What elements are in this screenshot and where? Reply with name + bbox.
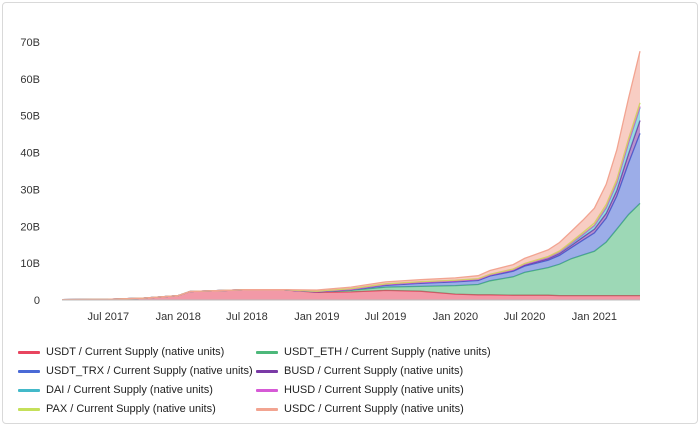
legend-item[interactable]: PAX / Current Supply (native units) (18, 400, 256, 418)
y-tick-label: 70B (20, 37, 40, 49)
legend-swatch (256, 388, 278, 392)
legend-label: DAI / Current Supply (native units) (46, 384, 213, 396)
legend-label: USDT_TRX / Current Supply (native units) (46, 365, 253, 377)
legend-swatch (18, 350, 40, 354)
legend-item[interactable]: USDT_TRX / Current Supply (native units) (18, 362, 256, 380)
legend-label: HUSD / Current Supply (native units) (284, 384, 464, 396)
legend-swatch (18, 407, 40, 411)
x-tick-label: Jul 2017 (88, 311, 130, 323)
legend-item[interactable]: BUSD / Current Supply (native units) (256, 362, 496, 380)
legend-item[interactable]: HUSD / Current Supply (native units) (256, 381, 496, 399)
x-tick-label: Jan 2018 (156, 311, 201, 323)
legend-label: BUSD / Current Supply (native units) (284, 365, 464, 377)
legend-label: USDC / Current Supply (native units) (284, 403, 464, 415)
legend-label: USDT_ETH / Current Supply (native units) (284, 346, 491, 358)
legend-item[interactable]: USDC / Current Supply (native units) (256, 400, 496, 418)
x-tick-label: Jul 2019 (365, 311, 407, 323)
y-tick-label: 50B (20, 111, 40, 123)
area-1 (62, 203, 640, 300)
y-tick-label: 10B (20, 258, 40, 270)
legend-swatch (18, 369, 40, 373)
y-tick-label: 60B (20, 74, 40, 86)
x-tick-label: Jan 2021 (572, 311, 617, 323)
area-0 (62, 289, 640, 300)
legend-item[interactable]: USDT_ETH / Current Supply (native units) (256, 343, 496, 361)
legend-label: PAX / Current Supply (native units) (46, 403, 216, 415)
y-axis: 0 10B 20B 30B 40B 50B 60B 70B (20, 37, 40, 307)
y-tick-label: 20B (20, 221, 40, 233)
x-tick-label: Jan 2020 (433, 311, 478, 323)
x-tick-label: Jul 2020 (504, 311, 546, 323)
legend-swatch (256, 407, 278, 411)
legend-swatch (256, 369, 278, 373)
chart-legend: USDT / Current Supply (native units) USDT… (18, 343, 496, 418)
x-axis: Jul 2017 Jan 2018 Jul 2018 Jan 2019 Jul 2019… (62, 299, 640, 323)
legend-swatch (18, 388, 40, 392)
legend-item[interactable]: DAI / Current Supply (native units) (18, 381, 256, 399)
y-tick-label: 40B (20, 148, 40, 160)
series-line-7 (61, 51, 641, 301)
legend-swatch (256, 350, 278, 354)
x-tick-label: Jan 2019 (294, 311, 339, 323)
y-tick-label: 30B (20, 184, 40, 196)
legend-item[interactable]: USDT / Current Supply (native units) (18, 343, 256, 361)
x-tick-label: Jul 2018 (226, 311, 268, 323)
legend-label: USDT / Current Supply (native units) (46, 346, 225, 358)
y-tick-label: 0 (34, 295, 40, 307)
area-layers (61, 51, 641, 301)
